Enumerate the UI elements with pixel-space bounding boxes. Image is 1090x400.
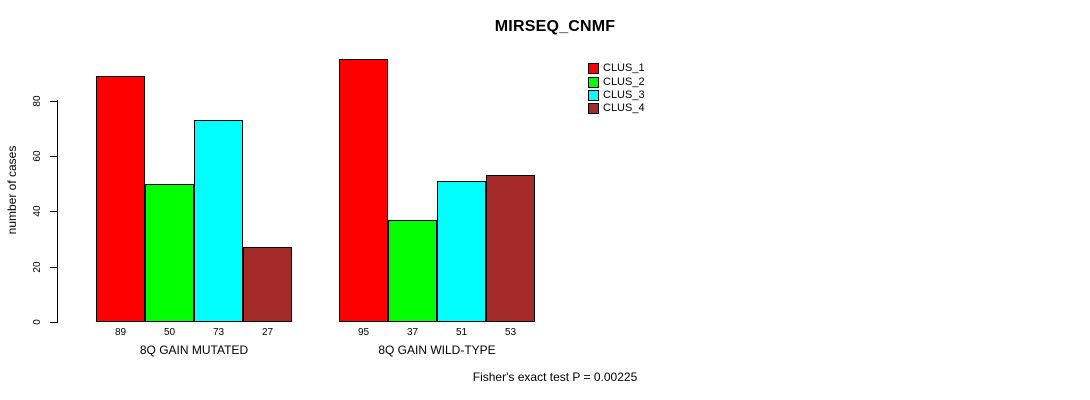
legend-item-clus-2: CLUS_2 — [588, 75, 645, 88]
bar-clus_2-group2 — [388, 220, 437, 322]
bar-value-label: 37 — [406, 327, 419, 338]
legend-swatch-clus-3 — [588, 89, 599, 101]
legend-swatch-clus-4 — [588, 103, 599, 115]
y-axis-tick-label: 20 — [32, 261, 43, 273]
bar-value-label: 27 — [261, 327, 274, 338]
bar-clus_4-group2 — [486, 175, 535, 322]
y-axis-tick-label: 60 — [32, 150, 43, 162]
y-axis-tick — [50, 211, 57, 212]
legend-label: CLUS_1 — [603, 62, 645, 75]
legend: CLUS_1 CLUS_2 CLUS_3 CLUS_4 — [588, 62, 645, 116]
chart-title: MIRSEQ_CNMF — [494, 18, 616, 35]
legend-label: CLUS_4 — [603, 102, 645, 115]
bar-value-label: 89 — [114, 327, 127, 338]
x-group-label-mutated: 8Q GAIN MUTATED — [139, 343, 249, 357]
y-axis-tick — [50, 322, 57, 323]
y-axis-tick — [50, 267, 57, 268]
y-axis-line — [57, 100, 58, 323]
y-axis-label: number of cases — [5, 145, 19, 235]
legend-label: CLUS_3 — [603, 88, 645, 101]
bar-value-label: 95 — [357, 327, 370, 338]
y-axis-tick-label: 40 — [32, 205, 43, 217]
legend-item-clus-4: CLUS_4 — [588, 102, 645, 115]
y-axis-tick-label: 0 — [32, 319, 43, 325]
bar-value-label: 53 — [504, 327, 517, 338]
fisher-test-annotation: Fisher's exact test P = 0.00225 — [472, 370, 638, 384]
y-axis-tick-label: 80 — [32, 95, 43, 107]
bar-clus_2-group1 — [145, 184, 194, 322]
bar-clus_1-group1 — [96, 76, 145, 322]
legend-swatch-clus-2 — [588, 76, 599, 88]
legend-swatch-clus-1 — [588, 63, 599, 75]
bar-value-label: 51 — [455, 327, 468, 338]
bar-clus_3-group1 — [194, 120, 243, 322]
legend-item-clus-3: CLUS_3 — [588, 89, 645, 102]
bar-value-label: 73 — [212, 327, 225, 338]
legend-label: CLUS_2 — [603, 75, 645, 88]
bar-clus_4-group1 — [243, 247, 292, 322]
legend-item-clus-1: CLUS_1 — [588, 62, 645, 75]
bar-clus_1-group2 — [339, 59, 388, 322]
x-group-label-wild-type: 8Q GAIN WILD-TYPE — [378, 343, 496, 357]
bar-clus_3-group2 — [437, 181, 486, 322]
y-axis-tick — [50, 101, 57, 102]
bar-value-label: 50 — [163, 327, 176, 338]
y-axis-tick — [50, 156, 57, 157]
